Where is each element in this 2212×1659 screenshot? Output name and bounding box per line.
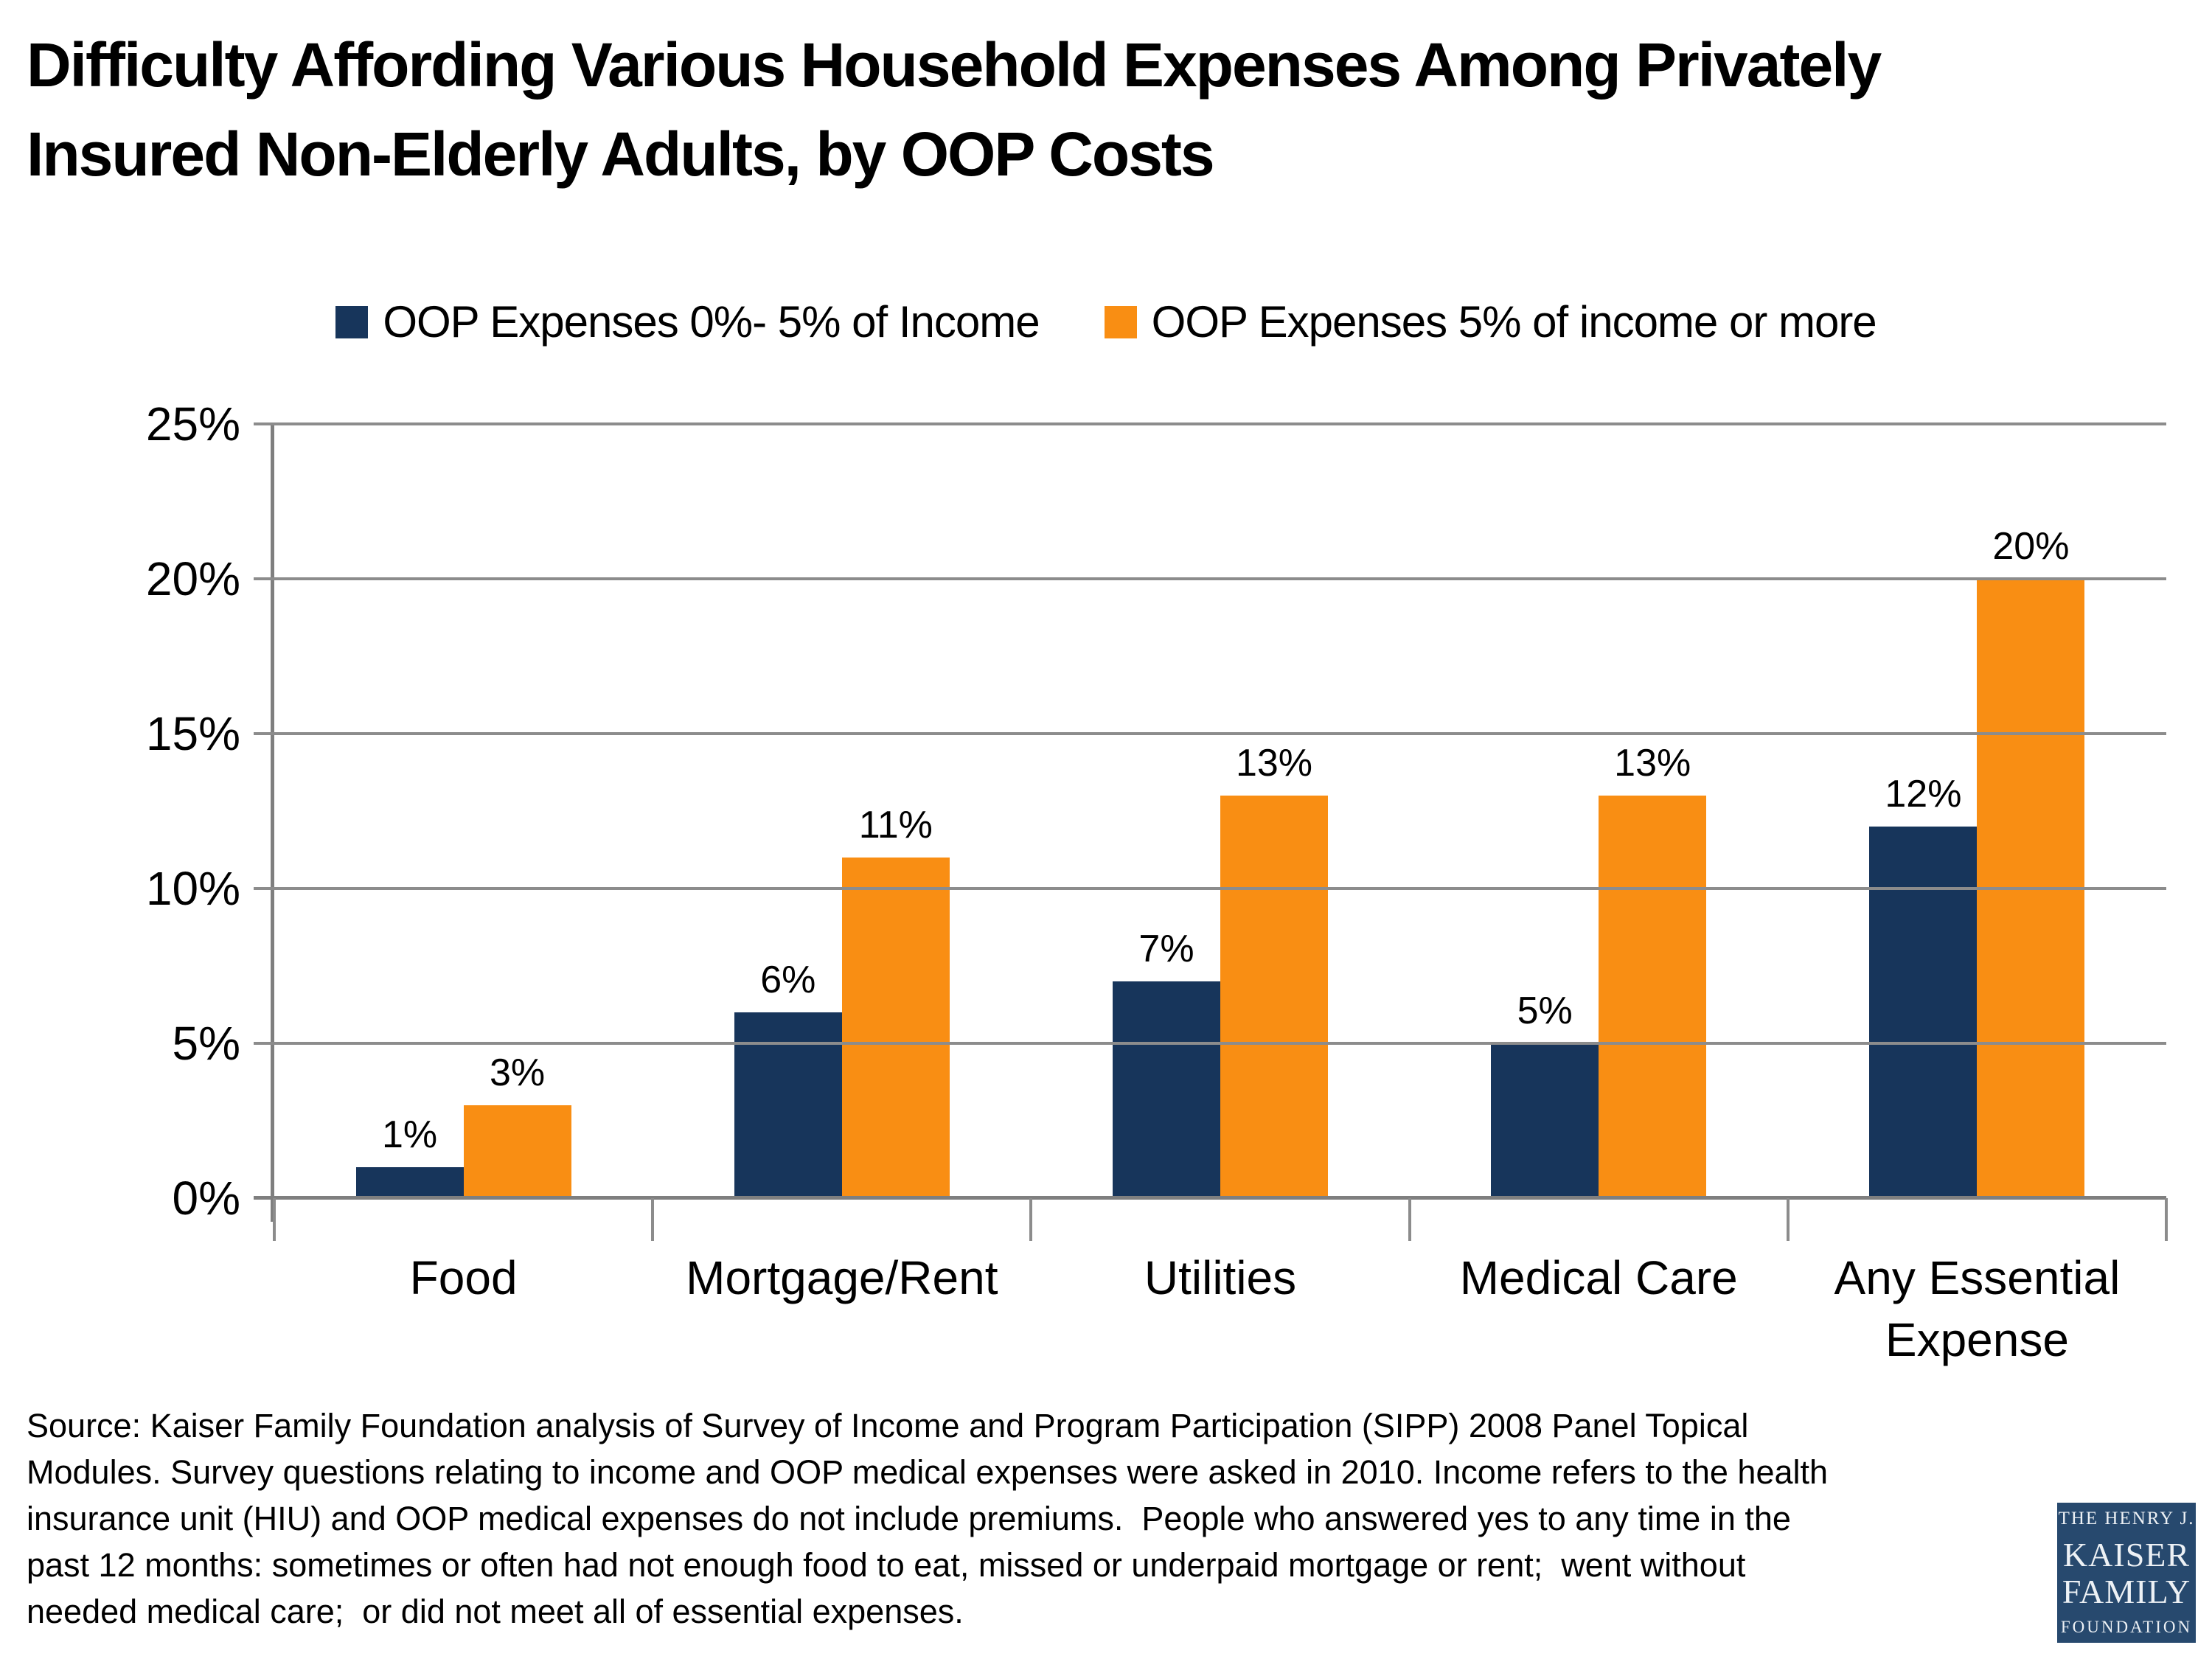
bar-value-label: 13% bbox=[1614, 742, 1691, 785]
y-tick-label: 25% bbox=[145, 397, 240, 451]
bar-group-food: 1% 3% bbox=[274, 424, 653, 1198]
legend-swatch-icon bbox=[1104, 305, 1137, 338]
y-tick-label: 20% bbox=[145, 552, 240, 605]
legend-label: OOP Expenses 0%- 5% of Income bbox=[383, 297, 1040, 347]
bar-series-1-mortgage-rent: 6% bbox=[734, 959, 842, 1198]
logo-text-kaiser: KAISER bbox=[2062, 1536, 2191, 1574]
source-line: needed medical care; or did not meet all… bbox=[27, 1593, 964, 1630]
bar-series-1-any-essential-expense: 12% bbox=[1869, 773, 1978, 1198]
x-axis-line bbox=[254, 1196, 2166, 1200]
category-labels: Food Mortgage/Rent Utilities Medical Care An… bbox=[274, 1247, 2166, 1371]
x-axis-tick bbox=[1786, 1198, 1790, 1241]
bar-series-2-mortgage-rent: 11% bbox=[841, 804, 950, 1198]
x-axis-tick bbox=[2165, 1198, 2168, 1241]
chart-title: Difficulty Affording Various Household E… bbox=[27, 21, 2194, 199]
bar-series-1-utilities: 7% bbox=[1113, 928, 1220, 1198]
logo-text-family: FAMILY bbox=[2062, 1573, 2191, 1610]
bar-series-2-food: 3% bbox=[463, 1051, 571, 1198]
chart-title-line-2: Insured Non-Elderly Adults, by OOP Costs bbox=[27, 119, 1215, 189]
bar-value-label: 7% bbox=[1138, 928, 1194, 970]
source-line: Modules. Survey questions relating to in… bbox=[27, 1453, 1829, 1491]
bar-groups: 1% 3% 6% 11% 7% 13% 5% 13% 12% 20% bbox=[274, 424, 2166, 1198]
bar-value-label: 20% bbox=[1992, 525, 2070, 568]
bar-series-1-food: 1% bbox=[355, 1113, 464, 1198]
category-label-mortgage-rent: Mortgage/Rent bbox=[686, 1251, 998, 1304]
x-axis-tick bbox=[651, 1198, 655, 1241]
y-axis-line bbox=[271, 422, 274, 1222]
bar-group-medical-care: 5% 13% bbox=[1410, 424, 1788, 1198]
legend-label: OOP Expenses 5% of income or more bbox=[1151, 297, 1877, 347]
chart-title-line-1: Difficulty Affording Various Household E… bbox=[27, 30, 1882, 100]
bar-series-2-utilities: 13% bbox=[1220, 742, 1328, 1198]
bar-value-label: 13% bbox=[1235, 742, 1313, 785]
source-line: Source: Kaiser Family Foundation analysi… bbox=[27, 1407, 1749, 1444]
y-tick-label: 10% bbox=[145, 862, 240, 915]
category-label-food: Food bbox=[409, 1251, 518, 1304]
legend-item-series-1: OOP Expenses 0%- 5% of Income bbox=[335, 296, 1040, 347]
source-note: Source: Kaiser Family Foundation analysi… bbox=[27, 1402, 2032, 1635]
category-label-utilities: Utilities bbox=[1144, 1251, 1297, 1304]
bar-value-label: 6% bbox=[760, 959, 816, 1001]
bar-value-label: 11% bbox=[858, 804, 933, 846]
gridline bbox=[254, 577, 2166, 580]
bar-group-utilities: 7% 13% bbox=[1031, 424, 1409, 1198]
legend-swatch-icon bbox=[335, 305, 369, 338]
bar-value-label: 1% bbox=[382, 1113, 438, 1156]
source-line: past 12 months: sometimes or often had n… bbox=[27, 1546, 1746, 1584]
gridline bbox=[254, 732, 2166, 735]
y-tick-label: 5% bbox=[172, 1017, 241, 1070]
x-axis-tick bbox=[1408, 1198, 1411, 1241]
legend: OOP Expenses 0%- 5% of Income OOP Expense… bbox=[0, 296, 2212, 347]
bar-value-label: 3% bbox=[490, 1051, 546, 1094]
y-tick-label: 15% bbox=[145, 707, 240, 760]
bar-series-2-medical-care: 13% bbox=[1599, 742, 1707, 1198]
gridline bbox=[254, 887, 2166, 890]
bar-group-any-essential-expense: 12% 20% bbox=[1788, 424, 2166, 1198]
bar-group-mortgage-rent: 6% 11% bbox=[653, 424, 1031, 1198]
logo-text-henry-j: THE HENRY J. bbox=[2058, 1509, 2195, 1529]
category-label-any-essential-expense: Any Essential Expense bbox=[1834, 1251, 2121, 1367]
x-axis-tick bbox=[273, 1198, 276, 1241]
gridline bbox=[254, 422, 2166, 425]
bar-value-label: 12% bbox=[1885, 773, 1962, 815]
legend-item-series-2: OOP Expenses 5% of income or more bbox=[1104, 296, 1877, 347]
plot-area: 1% 3% 6% 11% 7% 13% 5% 13% 12% 20% Food Mortgage/R… bbox=[146, 397, 2168, 1366]
bar-series-1-medical-care: 5% bbox=[1491, 990, 1599, 1198]
category-label-medical-care: Medical Care bbox=[1459, 1251, 1738, 1304]
bar-value-label: 5% bbox=[1517, 990, 1573, 1032]
y-tick-label: 0% bbox=[172, 1172, 241, 1225]
x-axis-tick bbox=[1029, 1198, 1033, 1241]
kff-logo: THE HENRY J. KAISER FAMILY FOUNDATION bbox=[2057, 1503, 2196, 1643]
gridline bbox=[254, 1042, 2166, 1045]
source-line: insurance unit (HIU) and OOP medical exp… bbox=[27, 1500, 1791, 1537]
logo-text-foundation: FOUNDATION bbox=[2060, 1617, 2193, 1636]
